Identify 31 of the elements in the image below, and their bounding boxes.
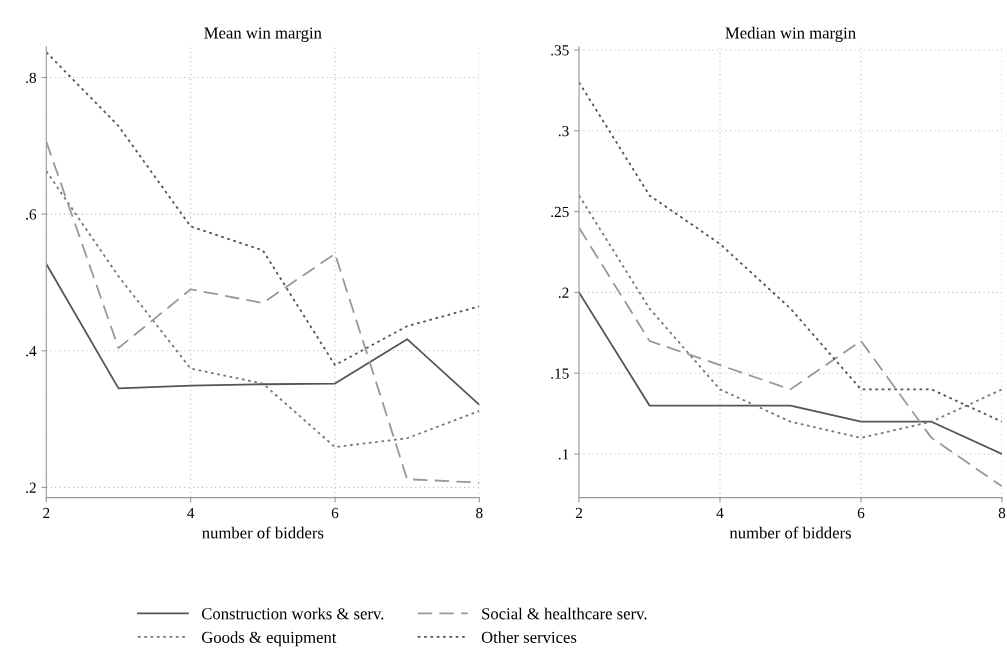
y-tick-label: .25 — [551, 206, 569, 218]
x-tick-label: 8 — [476, 507, 483, 519]
y-tick-label: .6 — [26, 209, 37, 220]
line-series — [579, 194, 1002, 439]
x-tick-label: 2 — [575, 507, 582, 518]
legend-label: Goods & equipment — [201, 631, 337, 647]
line-series — [46, 51, 480, 367]
legend-label: Other services — [481, 631, 577, 643]
chart-title: Mean win margin — [204, 27, 322, 43]
y-tick-label: .2 — [558, 287, 569, 298]
line-series — [46, 170, 480, 449]
y-tick-label: .15 — [551, 368, 569, 379]
x-tick-label: 4 — [716, 507, 724, 518]
y-tick-label: .2 — [26, 482, 36, 493]
chart-title: Median win margin — [725, 26, 856, 43]
line-series — [579, 291, 1002, 455]
x-tick-label: 8 — [998, 507, 1006, 519]
x-tick-label: 6 — [857, 507, 865, 519]
legend-label: Construction works & serv. — [201, 607, 384, 620]
line-series — [46, 263, 480, 406]
y-tick-label: .3 — [558, 125, 569, 137]
y-tick-label: .4 — [26, 346, 37, 357]
x-axis-title: number of bidders — [729, 526, 851, 539]
x-tick-label: 6 — [331, 507, 339, 519]
legend-label: Social & healthcare serv. — [482, 607, 647, 620]
x-axis-title: number of bidders — [202, 526, 324, 539]
x-tick-label: 4 — [187, 507, 195, 518]
x-tick-label: 2 — [43, 507, 50, 518]
y-tick-label: .1 — [558, 449, 569, 460]
y-tick-label: .35 — [551, 45, 569, 56]
y-tick-label: .8 — [26, 72, 37, 84]
